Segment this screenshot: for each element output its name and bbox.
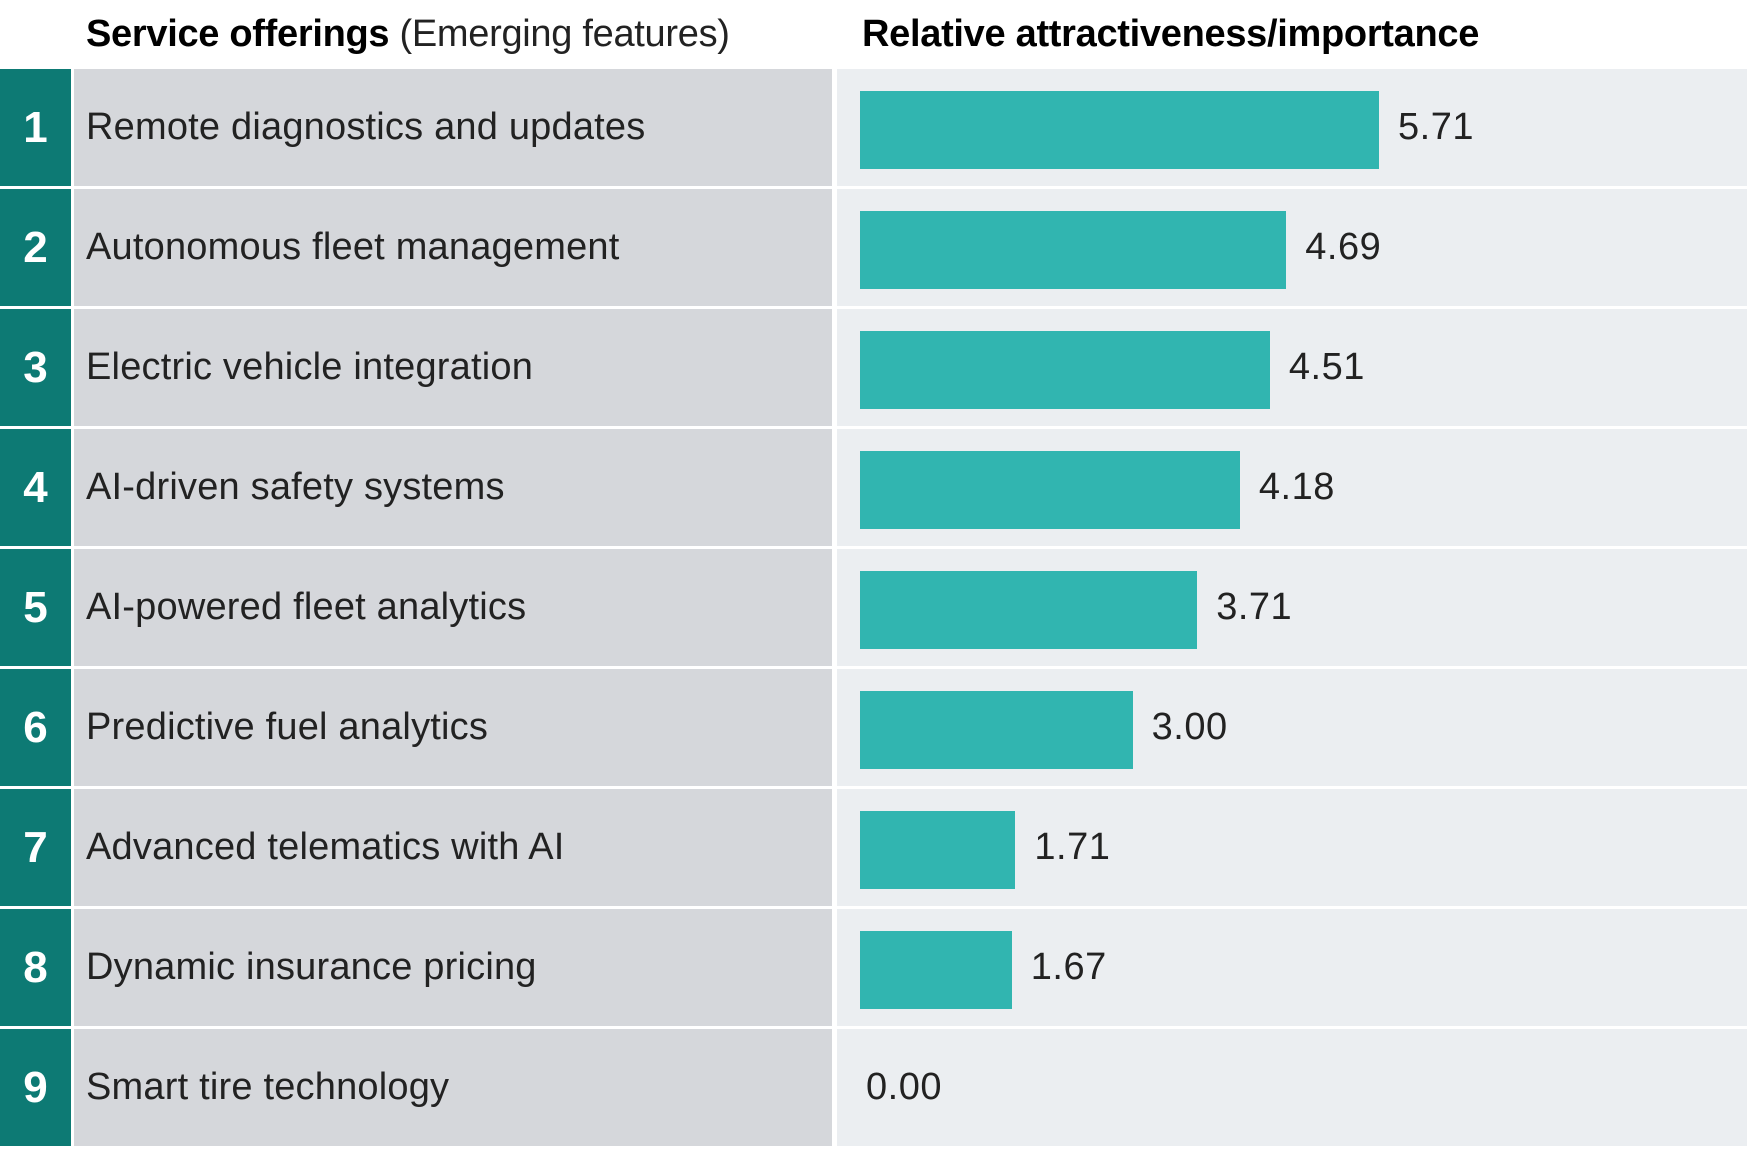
rank-number: 2 — [0, 189, 71, 306]
bar-panel: 0.00 — [837, 1029, 1747, 1146]
rank-number: 1 — [0, 69, 71, 186]
bar-panel: 4.18 — [837, 429, 1747, 546]
value-label: 4.51 — [1288, 346, 1365, 388]
bar — [860, 331, 1270, 409]
bar-panel: 5.71 — [837, 69, 1747, 186]
bar — [860, 931, 1012, 1009]
value-label: 3.71 — [1216, 586, 1293, 628]
header-service-offerings: Service offerings (Emerging features) — [86, 6, 730, 62]
bar-panel: 4.51 — [837, 309, 1747, 426]
table-row: 4 AI-driven safety systems 4.18 — [0, 429, 1747, 546]
category-label: Electric vehicle integration — [74, 309, 832, 426]
bar — [860, 91, 1379, 169]
rank-number: 3 — [0, 309, 71, 426]
table-row: 1 Remote diagnostics and updates 5.71 — [0, 69, 1747, 186]
category-label: Autonomous fleet management — [74, 189, 832, 306]
value-label: 1.67 — [1030, 946, 1107, 988]
category-label: Smart tire technology — [74, 1029, 832, 1146]
rank-number: 4 — [0, 429, 71, 546]
bar — [860, 691, 1133, 769]
header-left-bold: Service offerings — [86, 13, 390, 55]
category-label: Advanced telematics with AI — [74, 789, 832, 906]
category-label: Predictive fuel analytics — [74, 669, 832, 786]
category-label: AI-driven safety systems — [74, 429, 832, 546]
value-label: 3.00 — [1151, 706, 1228, 748]
bar-panel: 3.71 — [837, 549, 1747, 666]
table-row: 2 Autonomous fleet management 4.69 — [0, 189, 1747, 306]
bar-panel: 1.67 — [837, 909, 1747, 1026]
value-label: 4.69 — [1305, 226, 1382, 268]
rank-number: 7 — [0, 789, 71, 906]
bar — [860, 811, 1016, 889]
category-label: Remote diagnostics and updates — [74, 69, 832, 186]
value-label: 5.71 — [1398, 106, 1474, 148]
table-row: 5 AI-powered fleet analytics 3.71 — [0, 549, 1747, 666]
rank-number: 8 — [0, 909, 71, 1026]
table-row: 8 Dynamic insurance pricing 1.67 — [0, 909, 1747, 1026]
header-attractiveness: Relative attractiveness/importance — [862, 13, 1480, 55]
table-row: 7 Advanced telematics with AI 1.71 — [0, 789, 1747, 906]
bar — [860, 211, 1287, 289]
bar — [860, 451, 1240, 529]
category-label: Dynamic insurance pricing — [74, 909, 832, 1026]
table-row: 3 Electric vehicle integration 4.51 — [0, 309, 1747, 426]
bar-panel: 4.69 — [837, 189, 1747, 306]
rank-number: 6 — [0, 669, 71, 786]
header-left-light: (Emerging features) — [399, 13, 730, 55]
value-label: 0.00 — [866, 1066, 942, 1108]
value-label: 1.71 — [1034, 826, 1111, 868]
bar-panel: 1.71 — [837, 789, 1747, 906]
rank-number: 5 — [0, 549, 71, 666]
value-label: 4.18 — [1258, 466, 1335, 508]
category-label: AI-powered fleet analytics — [74, 549, 832, 666]
rank-number: 9 — [0, 1029, 71, 1146]
table-row: 9 Smart tire technology 0.00 — [0, 1029, 1747, 1146]
table-row: 6 Predictive fuel analytics 3.00 — [0, 669, 1747, 786]
bar — [860, 571, 1198, 649]
bar-panel: 3.00 — [837, 669, 1747, 786]
